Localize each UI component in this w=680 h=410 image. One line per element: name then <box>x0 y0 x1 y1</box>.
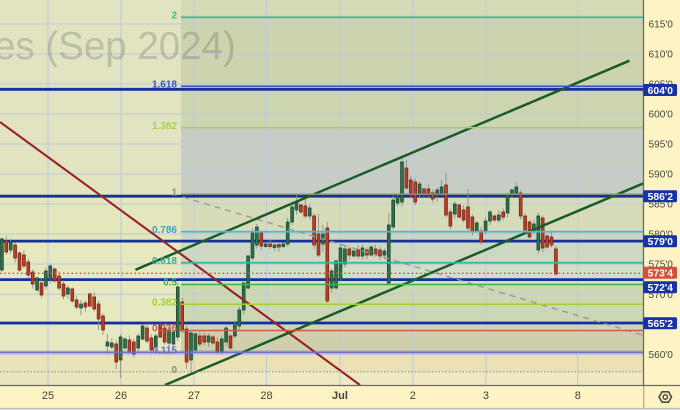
svg-text:0.236: 0.236 <box>152 324 177 335</box>
svg-text:575'0: 575'0 <box>649 260 674 271</box>
svg-text:0.786: 0.786 <box>152 225 177 236</box>
svg-text:570'0: 570'0 <box>649 290 674 301</box>
svg-text:579'0: 579'0 <box>648 237 674 248</box>
svg-text:615'0: 615'0 <box>649 20 674 31</box>
svg-text:565'2: 565'2 <box>648 319 674 330</box>
svg-text:25: 25 <box>42 390 54 402</box>
svg-text:1.382: 1.382 <box>152 121 177 132</box>
svg-text:Jul: Jul <box>332 390 348 402</box>
svg-text:0: 0 <box>171 365 177 376</box>
svg-text:0.618: 0.618 <box>152 256 177 267</box>
svg-text:26: 26 <box>115 390 127 402</box>
svg-text:590'0: 590'0 <box>649 170 674 181</box>
svg-text:es (Sep 2024): es (Sep 2024) <box>0 25 236 68</box>
svg-text:2: 2 <box>410 390 416 402</box>
svg-text:0.382: 0.382 <box>152 297 177 308</box>
svg-text:2: 2 <box>171 10 177 21</box>
svg-text:586'2: 586'2 <box>648 192 674 203</box>
svg-text:610'0: 610'0 <box>649 50 674 61</box>
svg-text:572'4: 572'4 <box>648 283 674 294</box>
svg-text:3: 3 <box>483 390 489 402</box>
svg-text:585'0: 585'0 <box>649 200 674 211</box>
svg-text:1.618: 1.618 <box>152 79 177 90</box>
svg-text:595'0: 595'0 <box>649 140 674 151</box>
svg-text:0.5: 0.5 <box>163 278 177 289</box>
svg-text:28: 28 <box>260 390 272 402</box>
svg-text:560'0: 560'0 <box>649 350 674 361</box>
svg-text:27: 27 <box>188 390 200 402</box>
svg-text:600'0: 600'0 <box>649 110 674 121</box>
svg-text:1: 1 <box>171 187 177 198</box>
svg-text:8: 8 <box>575 390 581 402</box>
svg-text:0.115: 0.115 <box>153 346 178 357</box>
svg-text:604'0: 604'0 <box>648 86 674 97</box>
svg-text:573'4: 573'4 <box>648 269 674 280</box>
